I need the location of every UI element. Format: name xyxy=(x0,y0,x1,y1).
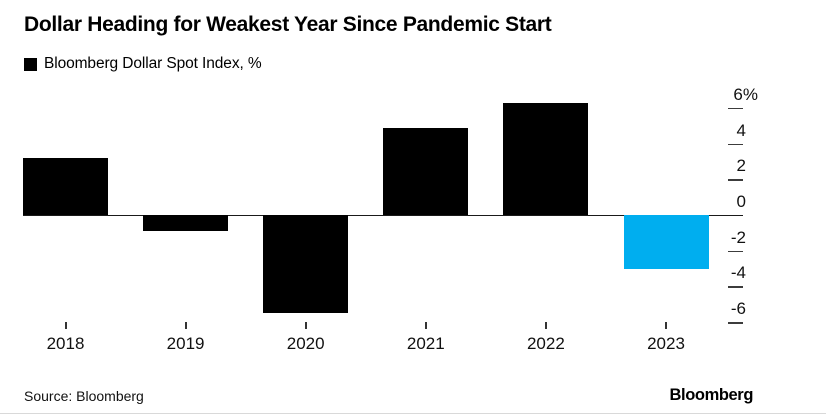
y-axis-tick xyxy=(728,107,743,110)
bar-2023 xyxy=(623,215,709,269)
y-axis-label: 0 xyxy=(736,192,746,211)
y-axis-label: 6% xyxy=(733,84,758,104)
y-axis-label: 2 xyxy=(736,156,746,176)
y-axis-label: -6 xyxy=(730,299,746,319)
bar-2022 xyxy=(503,102,589,215)
bar-2018 xyxy=(23,157,108,215)
x-axis-tick xyxy=(64,322,67,329)
source-note: Source: Bloomberg xyxy=(24,388,144,404)
x-axis-tick xyxy=(184,322,187,329)
x-axis-label-2022: 2022 xyxy=(526,334,565,353)
bar-2019 xyxy=(143,215,229,232)
x-axis-label-2020: 2020 xyxy=(286,334,325,353)
y-axis-tick xyxy=(728,322,743,324)
legend: Bloomberg Dollar Spot Index, % xyxy=(24,55,262,73)
bar-2021 xyxy=(383,127,469,215)
bloomberg-logo: Bloomberg xyxy=(669,386,754,404)
x-axis-label-2018: 2018 xyxy=(46,334,85,353)
legend-swatch-icon xyxy=(24,57,37,71)
footer-divider xyxy=(0,413,826,414)
x-axis-tick xyxy=(424,322,427,329)
x-axis-tick xyxy=(544,322,547,329)
zero-axis-line xyxy=(23,214,743,216)
x-axis-label-2023: 2023 xyxy=(647,334,685,353)
y-axis-label: -4 xyxy=(730,263,746,283)
y-axis-tick xyxy=(728,250,743,253)
x-axis-label-2019: 2019 xyxy=(166,334,205,353)
y-axis-tick xyxy=(728,143,743,146)
y-axis-label: -2 xyxy=(730,227,746,247)
bar-2020 xyxy=(263,215,349,314)
y-axis-tick xyxy=(728,286,743,288)
y-axis-label: 4 xyxy=(736,120,746,140)
chart-title: Dollar Heading for Weakest Year Since Pa… xyxy=(24,13,552,36)
legend-label: Bloomberg Dollar Spot Index, % xyxy=(44,55,262,72)
y-axis-tick xyxy=(728,179,743,181)
x-axis-label-2021: 2021 xyxy=(406,334,445,353)
x-axis-tick xyxy=(665,322,667,329)
x-axis-tick xyxy=(304,322,307,329)
